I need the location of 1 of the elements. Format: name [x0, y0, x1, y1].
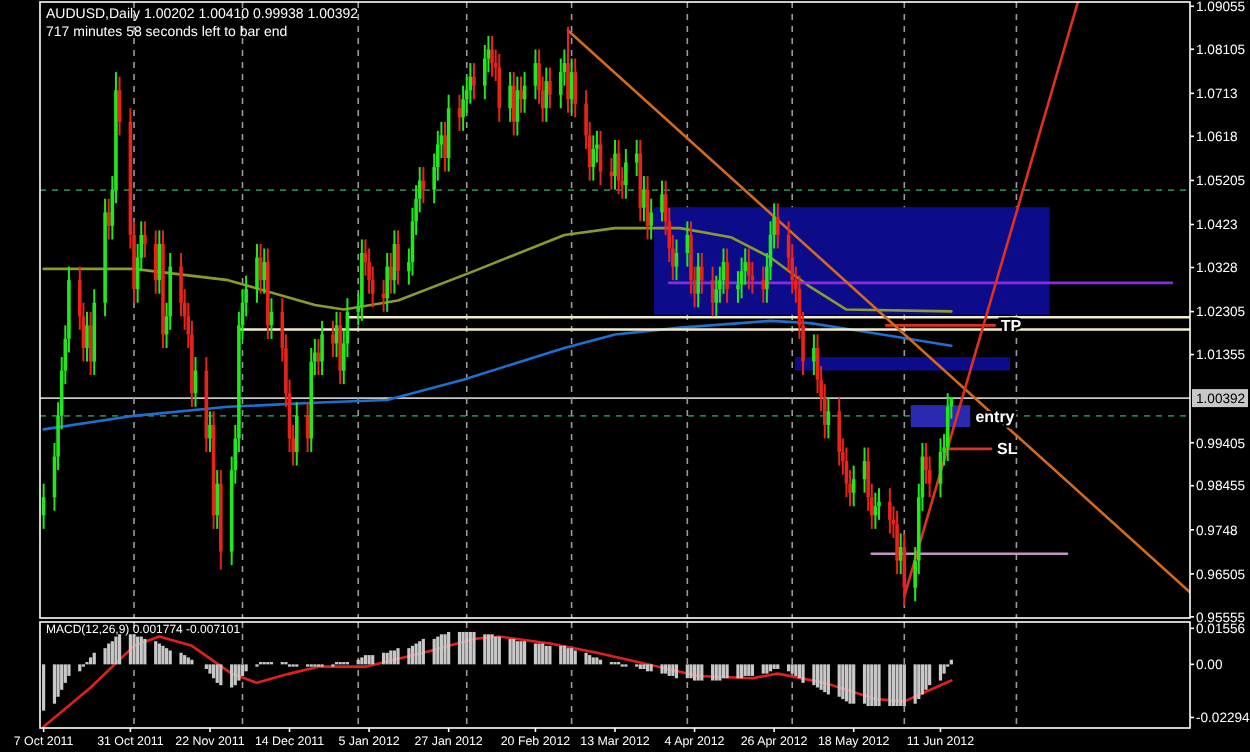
annotation: SL [997, 440, 1018, 459]
